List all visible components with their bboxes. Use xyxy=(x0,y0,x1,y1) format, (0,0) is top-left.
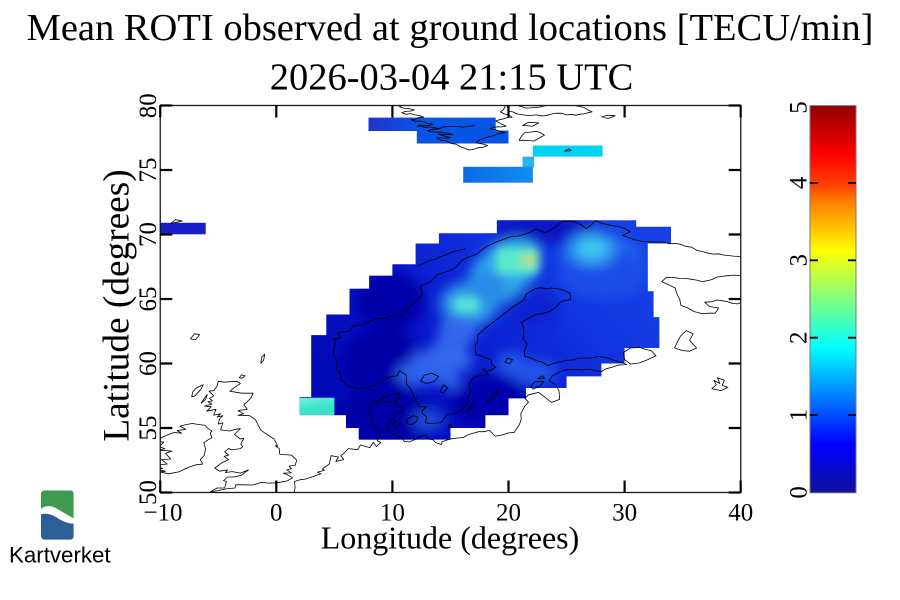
svg-text:2: 2 xyxy=(786,331,813,344)
svg-text:70: 70 xyxy=(135,222,162,247)
svg-text:4: 4 xyxy=(786,176,813,189)
svg-text:0: 0 xyxy=(786,486,813,499)
svg-text:2026-03-04 21:15 UTC: 2026-03-04 21:15 UTC xyxy=(270,57,634,99)
svg-text:75: 75 xyxy=(135,158,162,183)
svg-text:5: 5 xyxy=(786,101,813,114)
svg-text:80: 80 xyxy=(135,93,162,118)
svg-text:30: 30 xyxy=(612,500,637,527)
svg-text:1: 1 xyxy=(786,409,813,422)
svg-text:Latitude (degrees): Latitude (degrees) xyxy=(97,169,138,441)
svg-text:Mean ROTI observed at ground l: Mean ROTI observed at ground locations [… xyxy=(27,7,874,49)
svg-text:Kartverket: Kartverket xyxy=(9,543,111,568)
svg-text:20: 20 xyxy=(496,500,521,527)
svg-text:50: 50 xyxy=(135,480,162,505)
svg-text:Longitude (degrees): Longitude (degrees) xyxy=(321,520,580,556)
svg-text:55: 55 xyxy=(135,416,162,441)
svg-text:−10: −10 xyxy=(143,500,182,527)
svg-text:40: 40 xyxy=(728,500,753,527)
svg-text:10: 10 xyxy=(380,500,405,527)
svg-text:0: 0 xyxy=(270,500,283,527)
svg-text:60: 60 xyxy=(135,351,162,376)
svg-text:65: 65 xyxy=(135,287,162,312)
svg-text:3: 3 xyxy=(786,254,813,267)
